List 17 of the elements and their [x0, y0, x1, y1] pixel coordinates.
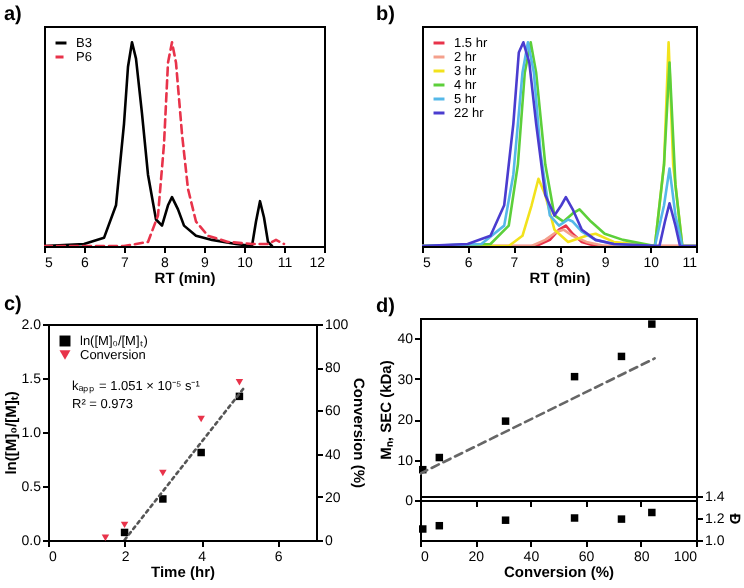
point [197, 448, 205, 457]
point [159, 469, 167, 477]
chart-title: d) [376, 296, 395, 318]
point [617, 515, 626, 523]
point [120, 521, 129, 529]
point [235, 379, 244, 386]
point [197, 415, 205, 423]
point [570, 514, 579, 522]
chart-title: b) [376, 4, 395, 26]
point [501, 417, 510, 425]
point [419, 525, 427, 533]
chart-title: c) [4, 294, 22, 316]
point [648, 320, 656, 328]
point [648, 508, 656, 517]
point [501, 516, 510, 524]
point [159, 495, 167, 503]
chart-title: a) [4, 4, 22, 26]
